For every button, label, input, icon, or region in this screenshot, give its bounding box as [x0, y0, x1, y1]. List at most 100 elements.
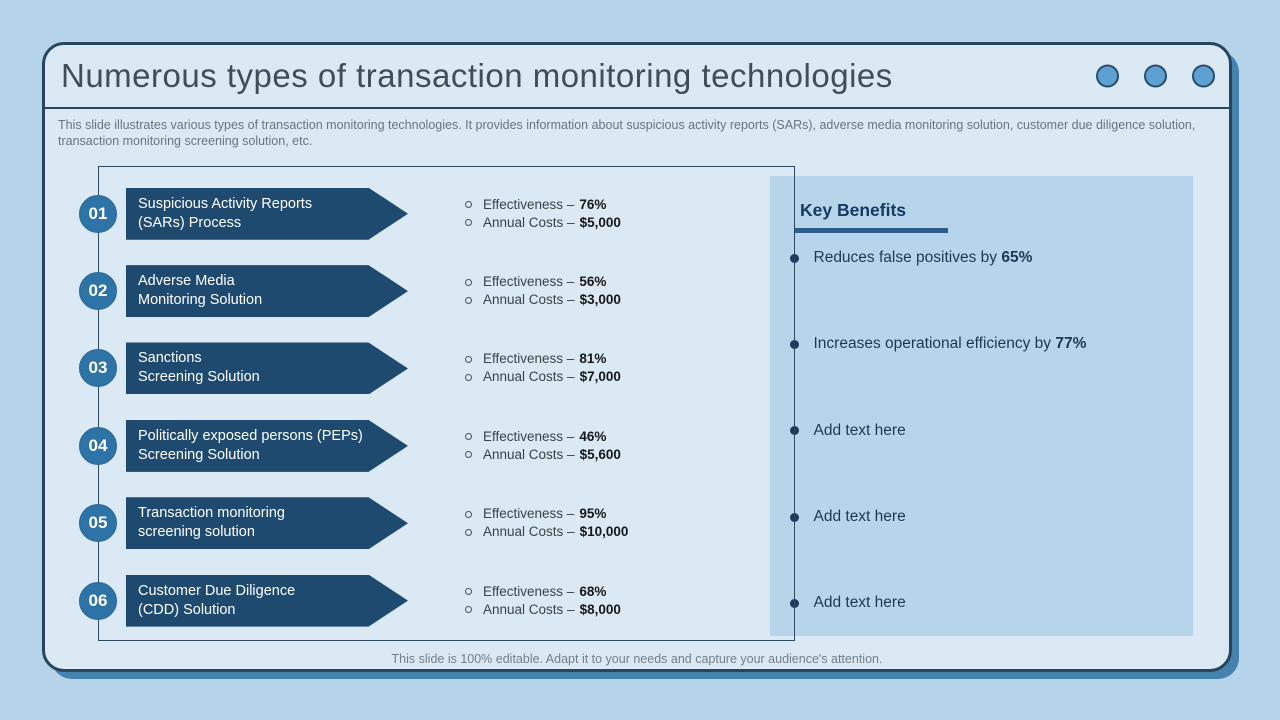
slide-description: This slide illustrates various types of … [58, 118, 1196, 148]
annual-costs-label: Annual Costs – [483, 292, 575, 308]
open-circle-bullet-icon [465, 373, 472, 381]
technology-name-line1: Transaction monitoring [138, 505, 285, 522]
effectiveness-line: Effectiveness – 56% [465, 273, 621, 291]
annual-costs-label: Annual Costs – [483, 214, 575, 230]
title-decoration-dots [1096, 64, 1215, 88]
technology-specs: Effectiveness – 68% Annual Costs – $8,00… [465, 583, 621, 619]
key-benefit-item: Add text here [770, 388, 1193, 474]
annual-costs-value: $7,000 [579, 369, 621, 385]
technology-specs: Effectiveness – 46% Annual Costs – $5,60… [465, 428, 621, 464]
key-benefits-list: Reduces false positives by 65% Increases… [770, 215, 1193, 646]
technology-row: 01 Suspicious Activity Reports (SARs) Pr… [79, 175, 779, 252]
technology-name-line2: Monitoring Solution [138, 292, 263, 309]
annual-costs-line: Annual Costs – $8,000 [465, 601, 621, 619]
decorative-circle-icon [1096, 64, 1119, 88]
open-circle-bullet-icon [465, 528, 472, 536]
annual-costs-value: $5,600 [579, 446, 621, 462]
technology-name-line2: (SARs) Process [138, 214, 242, 231]
annual-costs-label: Annual Costs – [483, 601, 575, 617]
open-circle-bullet-icon [465, 296, 472, 304]
open-circle-bullet-icon [465, 219, 472, 227]
effectiveness-label: Effectiveness – [483, 428, 575, 444]
key-benefit-item: Add text here [770, 474, 1193, 560]
open-circle-bullet-icon [465, 433, 472, 441]
technology-row: 03 Sanctions Screening Solution Effectiv… [79, 330, 779, 407]
technology-name-line1: Adverse Media [138, 273, 235, 290]
effectiveness-value: 95% [579, 506, 607, 522]
effectiveness-line: Effectiveness – 68% [465, 583, 621, 601]
technology-row: 05 Transaction monitoring screening solu… [79, 485, 779, 562]
annual-costs-value: $10,000 [579, 524, 629, 540]
annual-costs-line: Annual Costs – $7,000 [465, 368, 621, 386]
effectiveness-label: Effectiveness – [483, 351, 575, 367]
benefit-text: Add text here [813, 508, 906, 526]
key-benefit-item: Reduces false positives by 65% [770, 215, 1193, 301]
technology-specs: Effectiveness – 95% Annual Costs – $10,0… [465, 505, 628, 541]
benefit-text: Add text here [813, 421, 906, 439]
technology-name-banner: Transaction monitoring screening solutio… [126, 497, 408, 550]
step-number-badge: 01 [79, 194, 117, 233]
effectiveness-value: 81% [579, 351, 607, 367]
key-benefits-underline [794, 228, 948, 233]
key-benefits-title: Key Benefits [800, 200, 907, 220]
benefit-text: Reduces false positives by 65% [813, 249, 1033, 267]
bullet-dot-icon [789, 598, 799, 608]
step-number-badge: 06 [79, 581, 117, 620]
effectiveness-label: Effectiveness – [483, 274, 575, 290]
key-benefit-item: Add text here [770, 560, 1193, 646]
annual-costs-value: $3,000 [579, 292, 621, 308]
open-circle-bullet-icon [465, 355, 472, 363]
decorative-circle-icon [1192, 64, 1215, 88]
key-benefits-panel: Key Benefits Reduces false positives by … [770, 176, 1193, 636]
open-circle-bullet-icon [465, 606, 472, 614]
effectiveness-value: 46% [579, 428, 607, 444]
technology-name-line2: (CDD) Solution [138, 601, 236, 618]
step-number-badge: 04 [79, 426, 117, 465]
technology-list: 01 Suspicious Activity Reports (SARs) Pr… [79, 175, 779, 639]
title-bar: Numerous types of transaction monitoring… [45, 45, 1229, 109]
effectiveness-label: Effectiveness – [483, 583, 575, 599]
technology-name-line1: Customer Due Diligence [138, 582, 296, 599]
benefit-highlight: 65% [1001, 249, 1033, 267]
step-number-badge: 03 [79, 349, 117, 388]
decorative-circle-icon [1144, 64, 1167, 88]
technology-name-line2: Screening Solution [138, 369, 260, 386]
footer-note: This slide is 100% editable. Adapt it to… [391, 652, 883, 666]
technology-name-banner: Adverse Media Monitoring Solution [126, 265, 408, 318]
effectiveness-label: Effectiveness – [483, 506, 575, 522]
annual-costs-label: Annual Costs – [483, 369, 575, 385]
bullet-dot-icon [789, 339, 799, 349]
bullet-dot-icon [789, 253, 799, 263]
technology-specs: Effectiveness – 56% Annual Costs – $3,00… [465, 273, 621, 309]
step-number-badge: 05 [79, 504, 117, 543]
technology-row: 04 Politically exposed persons (PEPs) Sc… [79, 407, 779, 484]
benefit-highlight: 77% [1055, 335, 1087, 353]
effectiveness-value: 56% [579, 274, 607, 290]
technology-name-line1: Suspicious Activity Reports [138, 195, 313, 212]
bullet-dot-icon [789, 512, 799, 522]
annual-costs-value: $5,000 [579, 214, 621, 230]
technology-name-banner: Sanctions Screening Solution [126, 342, 408, 395]
open-circle-bullet-icon [465, 201, 472, 209]
effectiveness-label: Effectiveness – [483, 196, 575, 212]
key-benefit-item: Increases operational efficiency by 77% [770, 301, 1193, 387]
bullet-dot-icon [789, 426, 799, 436]
annual-costs-line: Annual Costs – $10,000 [465, 523, 628, 541]
technology-name-banner: Politically exposed persons (PEPs) Scree… [126, 419, 408, 472]
technology-name-line2: Screening Solution [138, 446, 260, 463]
benefit-text: Increases operational efficiency by 77% [813, 335, 1087, 353]
benefit-text: Add text here [813, 594, 906, 612]
technology-row: 06 Customer Due Diligence (CDD) Solution… [79, 562, 779, 639]
open-circle-bullet-icon [465, 278, 472, 286]
open-circle-bullet-icon [465, 510, 472, 518]
technology-row: 02 Adverse Media Monitoring Solution Eff… [79, 252, 779, 329]
technology-name-banner: Customer Due Diligence (CDD) Solution [126, 574, 408, 627]
step-number-badge: 02 [79, 272, 117, 311]
technology-name-line2: screening solution [138, 524, 255, 541]
effectiveness-value: 76% [579, 196, 607, 212]
page-title: Numerous types of transaction monitoring… [61, 57, 893, 94]
open-circle-bullet-icon [465, 588, 472, 596]
slide: Numerous types of transaction monitoring… [42, 42, 1232, 672]
technology-specs: Effectiveness – 81% Annual Costs – $7,00… [465, 350, 621, 386]
